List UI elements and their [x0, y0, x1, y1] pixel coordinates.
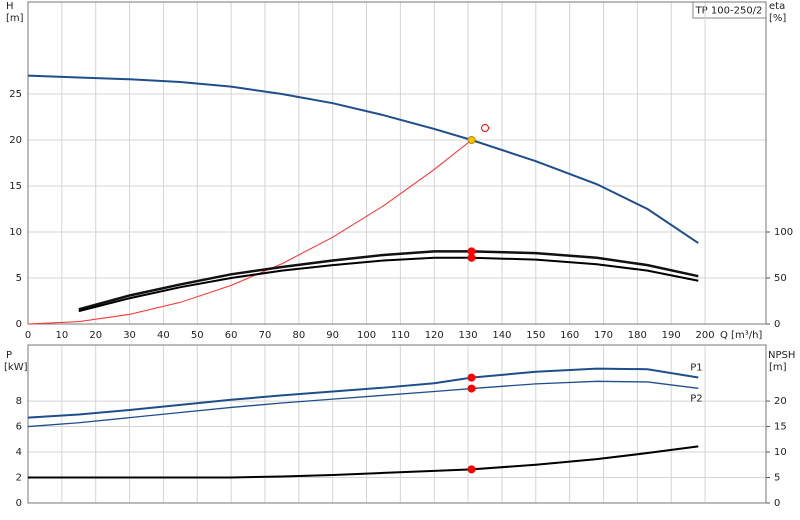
y-tick-label: 15	[9, 181, 22, 192]
marker	[481, 124, 490, 133]
plot-frame	[27, 344, 767, 504]
plot-frame	[27, 1, 767, 325]
x-tick-label: 160	[560, 330, 579, 341]
y2-tick-label: 50	[774, 273, 787, 284]
x-tick-label: 50	[191, 330, 204, 341]
y-tick-label: 6	[16, 422, 22, 433]
y-axis-label: H	[6, 1, 14, 12]
y-axis-unit: [m]	[6, 13, 24, 24]
x-tick-label: 30	[123, 330, 136, 341]
marker	[467, 373, 476, 382]
series-label: P2	[690, 393, 702, 404]
series-line	[27, 74, 699, 244]
x-tick-label: 90	[326, 330, 339, 341]
y-tick-label: 2	[16, 473, 22, 484]
x-tick-label: 60	[225, 330, 238, 341]
y2-axis-unit: [m]	[769, 362, 787, 373]
x-tick-label: 130	[459, 330, 478, 341]
y2-tick-label: 10	[774, 447, 787, 458]
y2-axis-label: NPSH	[768, 350, 795, 361]
x-tick-label: 0	[25, 330, 31, 341]
y2-tick-label: 100	[774, 227, 793, 238]
series-line	[78, 256, 699, 313]
marker	[467, 253, 476, 262]
x-tick-label: 140	[492, 330, 511, 341]
x-tick-label: 70	[259, 330, 272, 341]
x-tick-label: 10	[55, 330, 68, 341]
marker	[467, 384, 476, 393]
y-tick-label: 20	[9, 135, 22, 146]
x-tick-label: 170	[594, 330, 613, 341]
y-tick-label: 5	[16, 273, 22, 284]
series-line	[28, 445, 699, 479]
x-tick-label: 180	[628, 330, 647, 341]
x-tick-label: 120	[425, 330, 444, 341]
x-tick-label: 40	[157, 330, 170, 341]
x-tick-label: 80	[292, 330, 305, 341]
y2-tick-label: 20	[774, 396, 787, 407]
y2-tick-label: 5	[774, 473, 780, 484]
y-tick-label: 8	[16, 396, 22, 407]
x-tick-label: 110	[391, 330, 410, 341]
marker	[467, 465, 476, 474]
y2-axis-unit: [%]	[769, 13, 786, 24]
y-tick-label: 10	[9, 227, 22, 238]
series-line	[27, 380, 699, 428]
x-tick-label: 200	[696, 330, 715, 341]
y-tick-label: 0	[16, 319, 22, 330]
series-line	[27, 367, 699, 419]
series-label: P1	[690, 362, 702, 373]
y2-tick-label: 15	[774, 422, 787, 433]
y2-axis-label: eta	[769, 1, 785, 12]
y2-tick-label: 0	[774, 498, 780, 509]
x-axis-label: Q [m³/h]	[720, 330, 762, 341]
y-tick-label: 4	[16, 447, 22, 458]
y-axis-label: P	[6, 350, 12, 361]
chart-title: TP 100-250/2	[695, 6, 763, 17]
marker	[467, 136, 476, 144]
series-line	[78, 250, 699, 311]
y2-tick-label: 0	[774, 319, 780, 330]
y-tick-label: 0	[16, 498, 22, 509]
x-tick-label: 100	[357, 330, 376, 341]
x-tick-label: 150	[526, 330, 545, 341]
x-tick-label: 20	[89, 330, 102, 341]
y-tick-label: 25	[9, 89, 22, 100]
y-axis-unit: [kW]	[4, 362, 28, 373]
x-tick-label: 190	[662, 330, 681, 341]
